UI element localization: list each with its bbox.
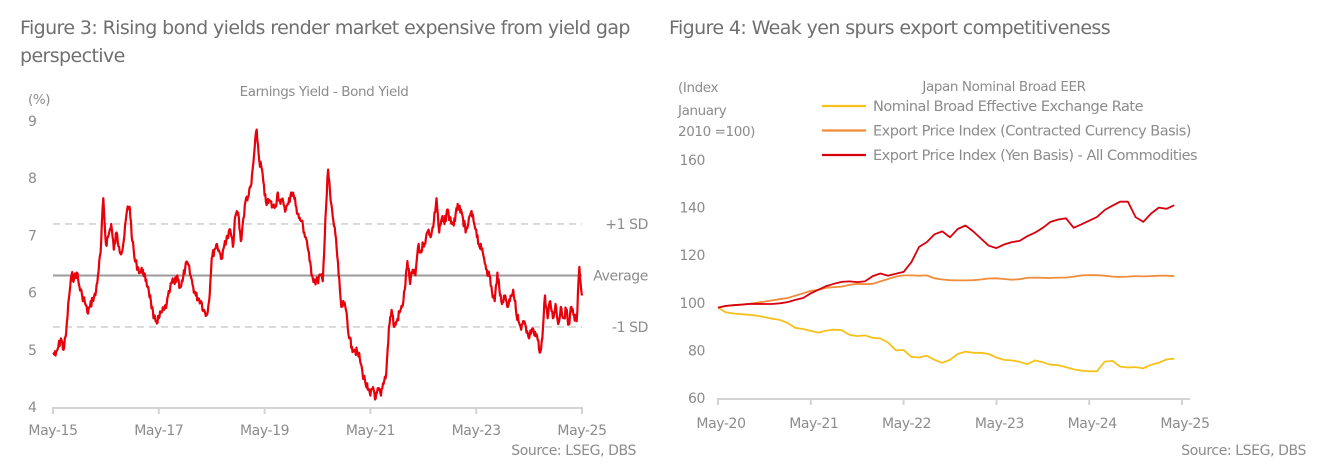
chart1-source: Source: LSEG, DBS	[511, 443, 636, 459]
chart1-ytick-label: 9	[28, 114, 37, 130]
chart1-xtick-label: May-25	[557, 423, 606, 439]
chart1-ytick-label: 8	[28, 171, 37, 187]
chart1-xtick-label: May-21	[346, 423, 395, 439]
chart1-ref-label: +1 SD	[605, 217, 648, 233]
chart1-ref-label: Average	[593, 268, 648, 284]
chart1-ytick-label: 5	[28, 343, 37, 359]
chart1-ytick-label: 4	[28, 400, 37, 416]
chart1-xtick-label: May-23	[452, 423, 501, 439]
chart1-xtick-label: May-15	[28, 423, 77, 439]
figure-4-title: Figure 4: Weak yen spurs export competit…	[669, 17, 1111, 39]
chart1-series-line	[52, 128, 584, 401]
chart1-xtick-label: May-19	[240, 423, 289, 439]
chart1-title: Earnings Yield - Bond Yield	[240, 84, 409, 100]
chart1-ytick-label: 6	[28, 286, 37, 302]
chart1-xtick-label: May-17	[134, 423, 183, 439]
figure-3-title: Figure 3: Rising bond yields render mark…	[20, 17, 630, 67]
chart1-ytick-label: 7	[28, 228, 37, 244]
chart1-ref-label: -1 SD	[612, 320, 648, 336]
chart1-ylabel: (%)	[28, 92, 50, 108]
